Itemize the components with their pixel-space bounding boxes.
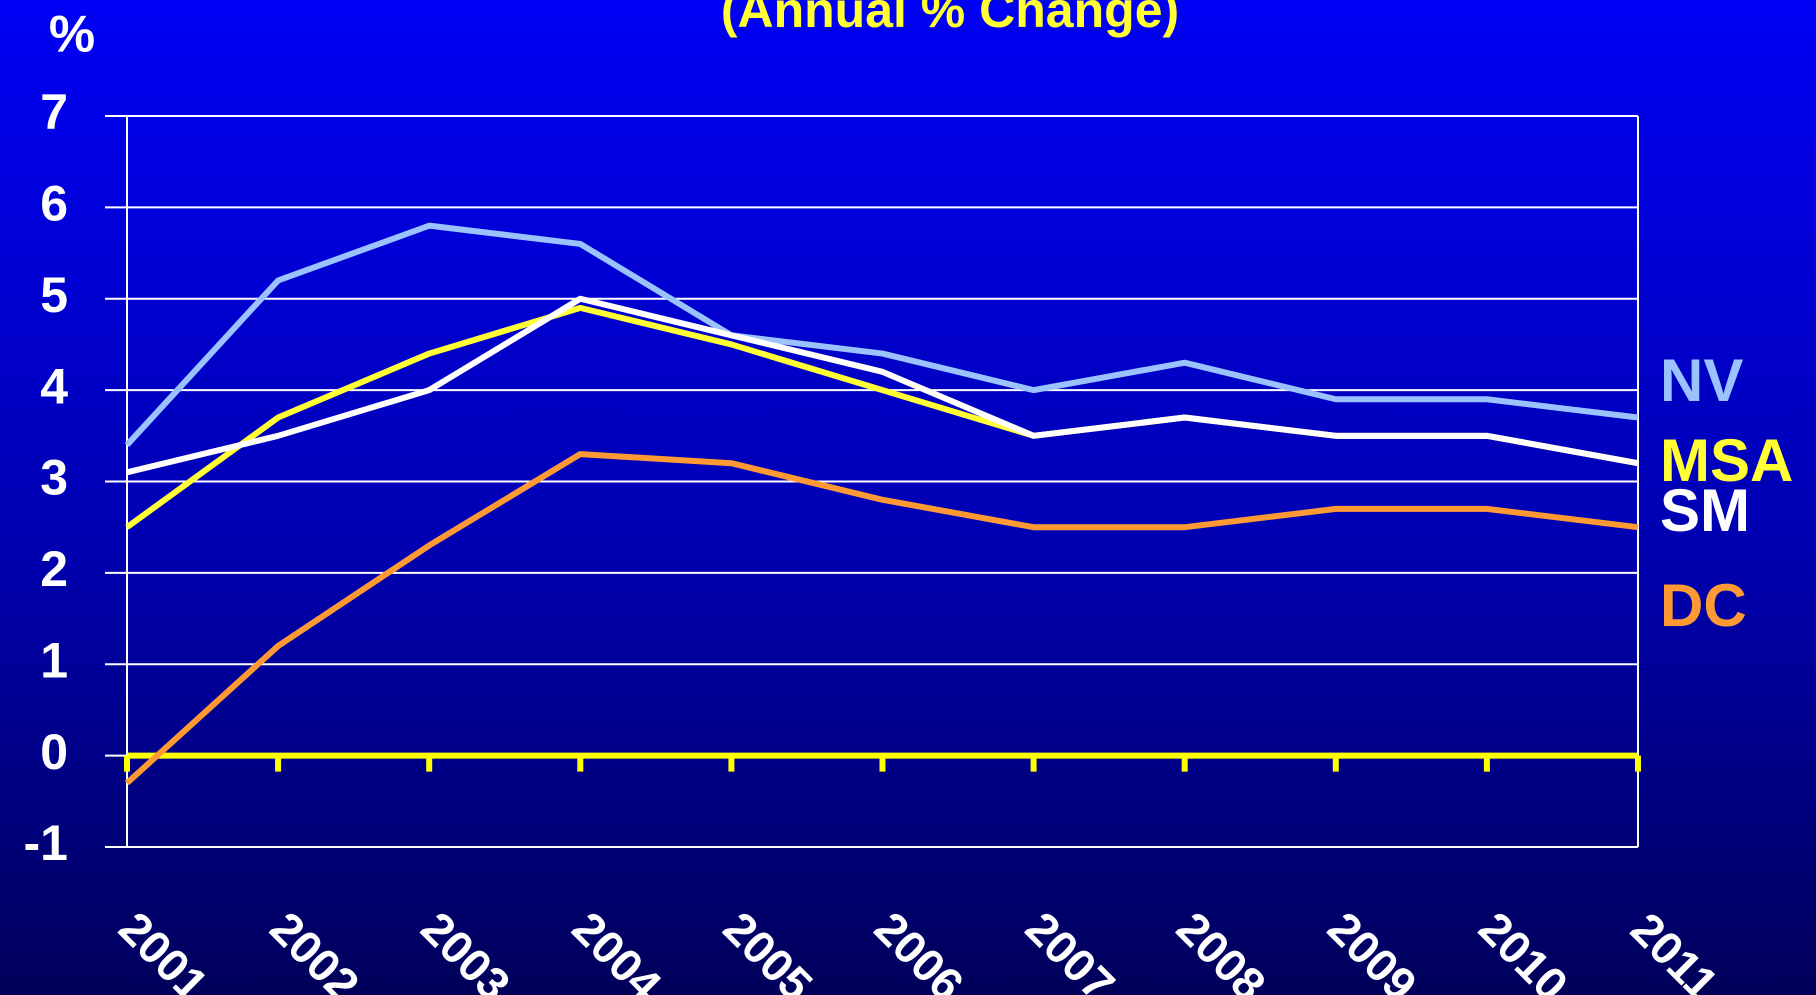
series-line [126,295,1639,476]
x-tick-label: 2009 [1318,902,1427,995]
x-tick-label: 2006 [865,902,974,995]
x-tick-label: 2010 [1469,902,1578,995]
y-tick-label: 6 [40,176,68,232]
x-tick-label: 2004 [562,902,671,995]
y-tick-label: 0 [40,724,68,780]
y-tick-label: 1 [40,632,68,688]
series-label: SM [1660,477,1750,544]
x-tick-label: 2003 [411,902,520,995]
series-line [124,222,1639,447]
series-line [125,304,1639,530]
y-tick-label: -1 [24,815,68,871]
y-axis-label: % [49,6,95,64]
series-label: MSA [1660,427,1793,494]
y-tick-label: 2 [40,541,68,597]
x-tick-label: 2001 [109,902,218,995]
chart-title: (Annual % Change) [721,0,1179,38]
x-tick-label: 2007 [1016,902,1125,995]
x-tick-label: 2005 [714,902,823,995]
series-label: DC [1660,572,1747,639]
y-tick-label: 3 [40,450,68,506]
y-tick-label: 5 [40,267,68,323]
x-tick-label: 2008 [1167,902,1276,995]
y-tick-label: 4 [40,358,68,414]
x-tick-label: 2011 [1621,903,1728,995]
x-tick-label: 2002 [260,902,369,995]
series-label: NV [1660,347,1743,414]
y-tick-label: 7 [40,84,68,140]
series-line [124,451,1639,786]
